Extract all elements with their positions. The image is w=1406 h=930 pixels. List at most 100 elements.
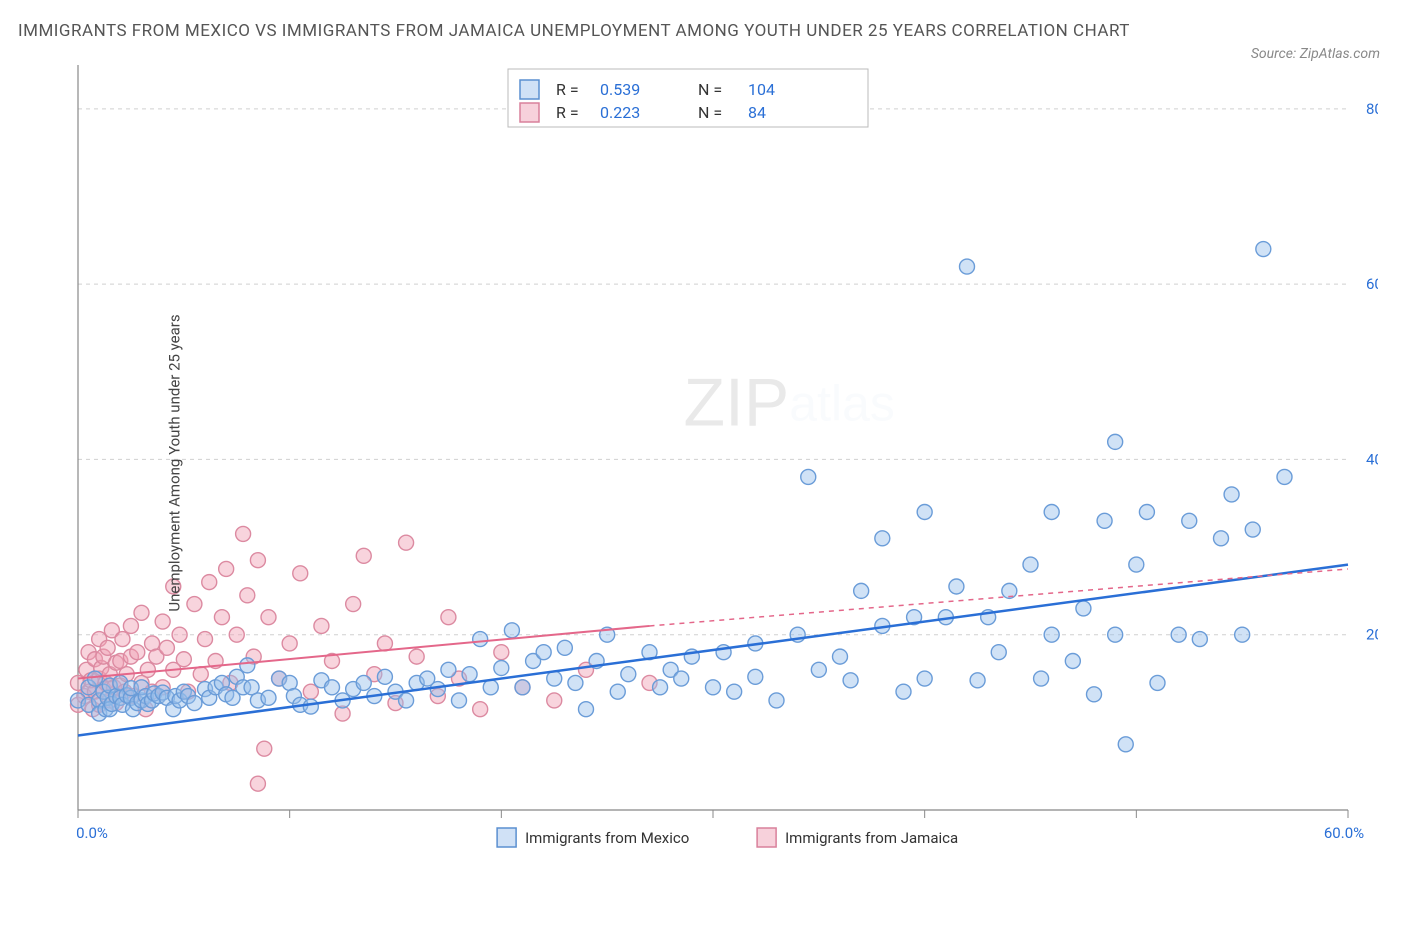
watermark: ZIPatlas [683, 365, 894, 441]
legend-swatch-jamaica [757, 828, 776, 847]
jamaica-point [130, 645, 145, 660]
mexico-point [949, 579, 964, 594]
y-tick-label: 40.0% [1366, 451, 1378, 469]
mexico-point [504, 623, 519, 638]
jamaica-point [123, 619, 138, 634]
legend-r-value: 0.223 [600, 103, 640, 122]
jamaica-point [193, 667, 208, 682]
jamaica-point [399, 535, 414, 550]
mexico-point [833, 649, 848, 664]
mexico-point [356, 676, 371, 691]
legend-swatch [520, 80, 539, 99]
mexico-point [801, 470, 816, 485]
mexico-point [1214, 531, 1229, 546]
jamaica-point [282, 636, 297, 651]
mexico-point [430, 682, 445, 697]
mexico-point [1256, 242, 1271, 257]
mexico-point [727, 684, 742, 699]
legend-r-value: 0.539 [600, 80, 640, 99]
legend-n-label: N = [698, 80, 722, 99]
mexico-point [843, 673, 858, 688]
mexico-point [854, 584, 869, 599]
legend-label-jamaica: Immigrants from Jamaica [785, 829, 958, 847]
jamaica-point [219, 562, 234, 577]
jamaica-point [547, 693, 562, 708]
jamaica-point [159, 641, 174, 656]
jamaica-point [172, 627, 187, 642]
mexico-point [494, 661, 509, 676]
mexico-point [1245, 522, 1260, 537]
mexico-point [769, 693, 784, 708]
jamaica-point [176, 652, 191, 667]
mexico-point [960, 259, 975, 274]
mexico-point [610, 684, 625, 699]
legend-swatch [520, 103, 539, 122]
mexico-point [1182, 513, 1197, 528]
jamaica-point [187, 597, 202, 612]
mexico-point [1023, 557, 1038, 572]
mexico-point [1108, 435, 1123, 450]
jamaica-point [293, 566, 308, 581]
jamaica-point [441, 610, 456, 625]
mexico-point [1044, 627, 1059, 642]
jamaica-point [202, 575, 217, 590]
mexico-point [1139, 505, 1154, 520]
mexico-point [1034, 671, 1049, 686]
jamaica-point [236, 527, 251, 542]
mexico-point [1108, 627, 1123, 642]
chart-title: IMMIGRANTS FROM MEXICO VS IMMIGRANTS FRO… [18, 18, 1178, 45]
jamaica-point [473, 702, 488, 717]
mexico-point [452, 693, 467, 708]
scatter-chart: 20.0% 40.0% 60.0% 80.0% 0.0% 60.0% ZIPatlas R =… [68, 53, 1378, 873]
mexico-point [970, 673, 985, 688]
jamaica-point [250, 776, 265, 791]
x-tick-label: 60.0% [1324, 824, 1364, 842]
mexico-point [261, 690, 276, 705]
jamaica-point [494, 645, 509, 660]
mexico-point [1097, 513, 1112, 528]
mexico-point [896, 684, 911, 699]
mexico-point [462, 667, 477, 682]
legend-r-label: R = [556, 103, 579, 122]
mexico-point [917, 505, 932, 520]
mexico-point [303, 699, 318, 714]
mexico-point [991, 645, 1006, 660]
mexico-point [240, 658, 255, 673]
jamaica-point [134, 605, 149, 620]
mexico-point [748, 669, 763, 684]
jamaica-point [100, 641, 115, 656]
mexico-point [1118, 737, 1133, 752]
jamaica-point [356, 549, 371, 564]
mexico-point [568, 676, 583, 691]
mexico-point [483, 680, 498, 695]
legend-label-mexico: Immigrants from Mexico [525, 829, 689, 847]
jamaica-point [346, 597, 361, 612]
mexico-point [1129, 557, 1144, 572]
mexico-point [1065, 654, 1080, 669]
jamaica-point [261, 610, 276, 625]
mexico-point [399, 693, 414, 708]
mexico-point [1171, 627, 1186, 642]
mexico-point [1087, 687, 1102, 702]
jamaica-point [377, 636, 392, 651]
mexico-point [377, 669, 392, 684]
y-tick-label: 20.0% [1366, 626, 1378, 644]
y-axis-label: Unemployment Among Youth under 25 years [166, 315, 184, 612]
y-tick-label: 80.0% [1366, 100, 1378, 118]
x-tick-label: 0.0% [76, 824, 108, 842]
jamaica-point [229, 627, 244, 642]
mexico-point [1224, 487, 1239, 502]
mexico-point [1235, 627, 1250, 642]
mexico-point [875, 531, 890, 546]
mexico-point [653, 680, 668, 695]
mexico-point [1076, 601, 1091, 616]
jamaica-point [155, 614, 170, 629]
mexico-point [917, 671, 932, 686]
legend-r-label: R = [556, 80, 579, 99]
mexico-trendline [78, 565, 1348, 736]
y-tick-label: 60.0% [1366, 275, 1378, 293]
mexico-point [441, 662, 456, 677]
mexico-point [87, 671, 102, 686]
mexico-point [187, 696, 202, 711]
mexico-point [557, 641, 572, 656]
